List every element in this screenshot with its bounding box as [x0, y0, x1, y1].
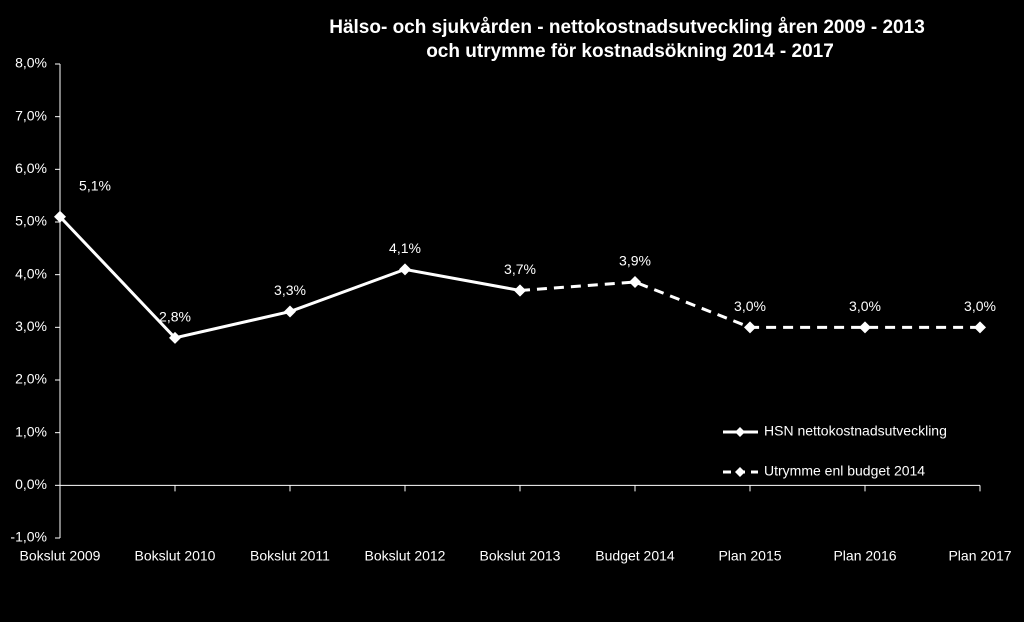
y-tick-label: 0,0%	[15, 476, 47, 492]
y-tick-label: 7,0%	[15, 107, 47, 123]
marker	[859, 321, 871, 334]
x-tick-label: Bokslut 2011	[250, 548, 330, 564]
y-tick-label: 2,0%	[15, 371, 47, 387]
marker	[399, 263, 411, 276]
data-label: 4,1%	[389, 240, 421, 256]
x-tick-label: Bokslut 2010	[135, 548, 216, 564]
marker	[514, 284, 526, 297]
y-tick-label: 5,0%	[15, 213, 47, 229]
legend-marker	[735, 467, 745, 477]
x-tick-label: Plan 2015	[718, 548, 781, 564]
marker	[744, 321, 756, 334]
data-label: 3,7%	[504, 261, 536, 277]
x-tick-label: Plan 2017	[948, 548, 1011, 564]
legend-marker	[735, 427, 745, 437]
x-tick-label: Bokslut 2009	[20, 548, 101, 564]
y-tick-label: 8,0%	[15, 55, 47, 71]
x-tick-label: Budget 2014	[595, 548, 675, 564]
data-label: 2,8%	[159, 309, 191, 325]
chart-title: och utrymme för kostnadsökning 2014 - 20…	[426, 41, 834, 62]
chart-title: Hälso- och sjukvården - nettokostnadsutv…	[329, 17, 925, 38]
y-tick-label: -1,0%	[10, 529, 47, 545]
x-tick-label: Bokslut 2013	[480, 548, 561, 564]
legend-label: Utrymme enl budget 2014	[764, 463, 925, 479]
data-label: 3,3%	[274, 282, 306, 298]
x-tick-label: Bokslut 2012	[365, 548, 446, 564]
data-label: 3,0%	[734, 298, 766, 314]
data-label: 5,1%	[79, 177, 111, 193]
y-tick-label: 6,0%	[15, 160, 47, 176]
marker	[974, 321, 986, 334]
marker	[629, 276, 641, 289]
data-label: 3,0%	[964, 298, 996, 314]
data-label: 3,0%	[849, 298, 881, 314]
y-tick-label: 1,0%	[15, 423, 47, 439]
y-tick-label: 3,0%	[15, 318, 47, 334]
legend-label: HSN nettokostnadsutveckling	[764, 423, 947, 439]
marker	[54, 210, 66, 223]
y-tick-label: 4,0%	[15, 265, 47, 281]
x-tick-label: Plan 2016	[833, 548, 896, 564]
marker	[169, 331, 181, 344]
series-line	[58, 215, 521, 340]
data-label: 3,9%	[619, 253, 651, 269]
marker	[284, 305, 296, 318]
